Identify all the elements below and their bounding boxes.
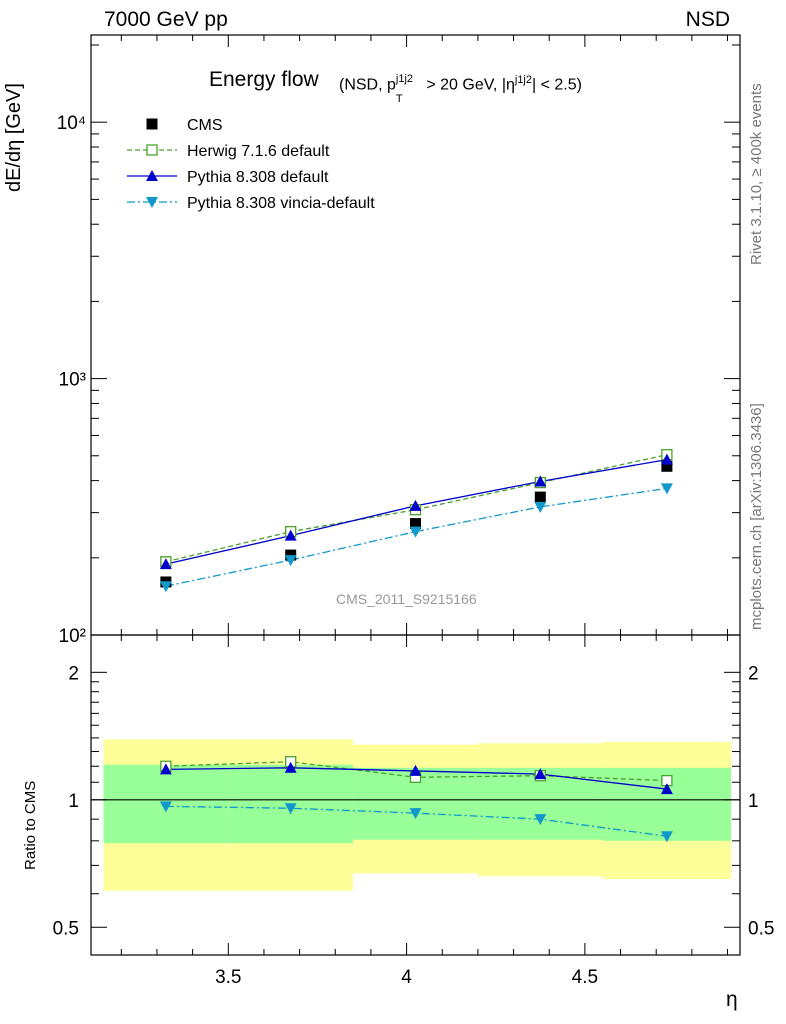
y-tick-label: 10² xyxy=(59,626,86,647)
ratio-panel-frame xyxy=(90,634,741,956)
data-point-pythia-8-308-default xyxy=(284,529,297,541)
legend-label: Herwig 7.1.6 default xyxy=(187,143,330,160)
ratio-tick-label-right: 0.5 xyxy=(748,918,774,939)
data-point-pythia-8-308-default xyxy=(660,453,673,465)
ratio-tick-label-left: 1 xyxy=(68,791,79,812)
ratio-tick-label-left: 2 xyxy=(68,663,79,684)
legend-label: CMS xyxy=(187,117,223,134)
ratio-point-pythia-8-308-default xyxy=(159,763,172,775)
ratio-point-pythia-8-308-default xyxy=(660,783,673,795)
legend: CMS Herwig 7.1.6 default Pythia 8.308 defa… xyxy=(127,117,375,212)
ratio-point-pythia-8-308-vincia-default xyxy=(159,801,172,813)
legend-marker xyxy=(146,144,158,156)
data-point-pythia-8-308-default xyxy=(159,558,172,570)
ratio-point-pythia-8-308-default xyxy=(534,768,547,780)
data-point-pythia-8-308-vincia-default xyxy=(159,581,172,593)
axis-frames xyxy=(90,34,741,956)
ratio-tick-label-right: 1 xyxy=(748,791,759,812)
legend-marker xyxy=(146,197,158,208)
data-point-cms xyxy=(410,518,421,530)
ratio-point-pythia-8-308-vincia-default xyxy=(660,831,673,843)
process-label: NSD xyxy=(685,8,730,31)
ratio-point-pythia-8-308-vincia-default xyxy=(409,808,422,820)
x-tick-label: 4.5 xyxy=(572,967,598,988)
data-point-pythia-8-308-vincia-default xyxy=(534,501,547,513)
ratio-point-pythia-8-308-vincia-default xyxy=(284,803,297,815)
x-axis-label: η xyxy=(726,988,738,1011)
ratio-line-pythia-8-308-vincia-default xyxy=(165,805,667,837)
ratio-point-pythia-8-308-default xyxy=(284,761,297,773)
ratio-tick-label-left: 0.5 xyxy=(53,918,79,939)
series-curves xyxy=(159,449,673,843)
y-tick-label: 10³ xyxy=(59,370,86,391)
legend-label: Pythia 8.308 vincia-default xyxy=(187,195,375,212)
data-point-pythia-8-308-default xyxy=(534,475,547,487)
ratio-point-pythia-8-308-vincia-default xyxy=(534,814,547,826)
data-point-pythia-8-308-vincia-default xyxy=(284,555,297,567)
series-line-herwig-7-1-6-default xyxy=(165,454,668,563)
data-point-cms xyxy=(661,460,673,472)
data-point-pythia-8-308-vincia-default xyxy=(409,526,422,538)
legend-marker xyxy=(146,170,158,181)
ratio-tick-label-right: 2 xyxy=(748,663,759,684)
x-tick-label: 3.5 xyxy=(215,967,241,988)
chart-title-detail: (NSD, p j1j2 T > 20 GeV, |ηj1j2| < 2.5) xyxy=(339,73,582,106)
data-point-pythia-8-308-vincia-default xyxy=(660,483,673,495)
data-point-pythia-8-308-default xyxy=(409,499,422,511)
x-tick-label: 4 xyxy=(401,967,412,988)
y-tick-label: 10⁴ xyxy=(57,113,86,134)
legend-label: Pythia 8.308 default xyxy=(187,169,329,186)
legend-marker xyxy=(146,118,158,130)
ratio-point-pythia-8-308-default xyxy=(409,764,422,776)
data-point-cms xyxy=(534,491,546,503)
analysis-watermark: CMS_2011_S9215166 xyxy=(336,591,477,607)
series-line-pythia-8-308-vincia-default xyxy=(165,487,667,587)
chart-title: Energy flow xyxy=(209,68,319,91)
energy-label: 7000 GeV pp xyxy=(104,8,228,31)
axis-ticks: 3.5 4 4.5 10² 10³ 10⁴ 0.5 0.5 1 1 2 2 xyxy=(53,35,774,988)
